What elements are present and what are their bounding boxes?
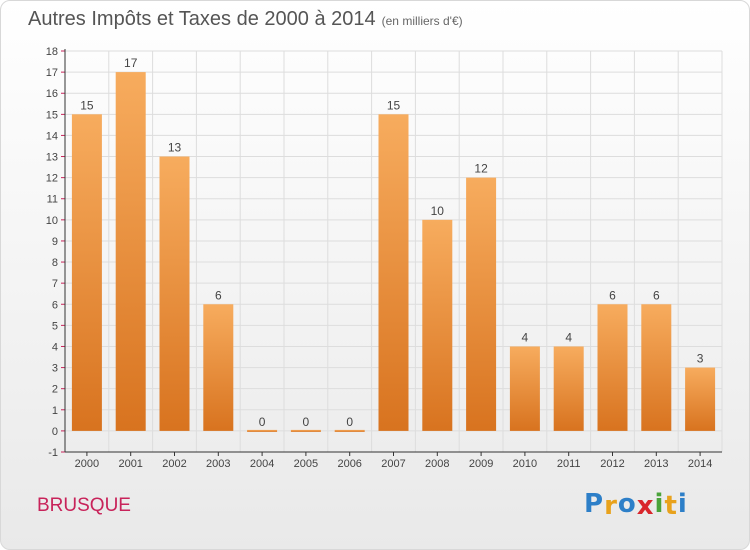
x-tick-label-2009: 2009 bbox=[469, 458, 493, 470]
bar-2007 bbox=[378, 114, 409, 431]
data-label-2005: 0 bbox=[303, 415, 310, 429]
bar-2001 bbox=[115, 72, 146, 431]
data-label-2009: 12 bbox=[474, 162, 488, 176]
bar-2013 bbox=[641, 304, 672, 431]
bar-2014 bbox=[685, 367, 716, 431]
x-tick-label-2013: 2013 bbox=[644, 458, 668, 470]
bar-2002 bbox=[159, 156, 190, 431]
bar-2009 bbox=[466, 177, 497, 431]
y-tick-label: 14 bbox=[46, 130, 58, 142]
y-tick-label: 7 bbox=[52, 278, 58, 290]
logo-letter: r bbox=[604, 491, 618, 521]
data-label-2004: 0 bbox=[259, 415, 266, 429]
y-tick-label: 0 bbox=[52, 426, 58, 438]
y-tick-label: 15 bbox=[46, 109, 58, 121]
data-label-2000: 15 bbox=[80, 98, 94, 112]
y-tick-label: 1 bbox=[52, 405, 58, 417]
y-tick-label: 8 bbox=[52, 257, 58, 269]
logo-letter: P bbox=[584, 489, 605, 519]
bar-2012 bbox=[597, 304, 628, 431]
y-tick-label: -1 bbox=[48, 447, 58, 459]
data-label-2013: 6 bbox=[653, 288, 660, 302]
bars bbox=[71, 72, 716, 432]
proxiti-logo[interactable]: Proxiti bbox=[584, 489, 688, 521]
data-label-2012: 6 bbox=[609, 288, 616, 302]
x-tick-label-2000: 2000 bbox=[75, 458, 99, 470]
axes bbox=[61, 49, 722, 456]
place-name: BRUSQUE bbox=[37, 495, 131, 516]
data-label-2006: 0 bbox=[346, 415, 353, 429]
bar-2008 bbox=[422, 219, 453, 431]
x-tick-label-2004: 2004 bbox=[250, 458, 274, 470]
logo-letter: o bbox=[617, 489, 637, 519]
bar-2000 bbox=[71, 114, 102, 431]
x-tick-label-2002: 2002 bbox=[162, 458, 186, 470]
data-label-2011: 4 bbox=[565, 330, 572, 344]
y-tick-label: 9 bbox=[52, 236, 58, 248]
y-tick-label: 3 bbox=[52, 363, 58, 375]
y-tick-label: 12 bbox=[46, 173, 58, 185]
bar-2005 bbox=[290, 429, 321, 432]
x-tick-label-2001: 2001 bbox=[118, 458, 142, 470]
y-tick-label: 11 bbox=[47, 194, 58, 206]
data-label-2008: 10 bbox=[431, 204, 445, 218]
y-tick-label: 2 bbox=[52, 384, 58, 396]
x-tick-label-2007: 2007 bbox=[381, 458, 405, 470]
x-tick-label-2010: 2010 bbox=[513, 458, 537, 470]
labels: -101234567891011121314151617181520001720… bbox=[46, 46, 713, 470]
bar-2004 bbox=[247, 429, 278, 432]
data-label-2003: 6 bbox=[215, 288, 222, 302]
chart-title-text: Autres Impôts et Taxes de 2000 à 2014 bbox=[28, 8, 376, 30]
y-tick-label: 6 bbox=[52, 299, 58, 311]
logo-letter: i bbox=[677, 489, 688, 519]
chart-title: Autres Impôts et Taxes de 2000 à 2014 (en… bbox=[28, 8, 463, 31]
logo-letter: x bbox=[636, 491, 655, 521]
logo-letter: t bbox=[664, 491, 678, 521]
data-label-2001: 17 bbox=[124, 56, 138, 70]
y-tick-label: 5 bbox=[52, 320, 58, 332]
x-tick-label-2014: 2014 bbox=[688, 458, 712, 470]
y-tick-label: 4 bbox=[52, 341, 58, 353]
data-label-2002: 13 bbox=[168, 141, 182, 155]
x-tick-label-2011: 2011 bbox=[557, 458, 581, 470]
y-tick-label: 18 bbox=[46, 46, 58, 58]
x-tick-label-2003: 2003 bbox=[206, 458, 230, 470]
data-label-2014: 3 bbox=[697, 352, 704, 366]
data-label-2010: 4 bbox=[522, 330, 529, 344]
y-tick-label: 13 bbox=[46, 152, 58, 164]
x-tick-label-2008: 2008 bbox=[425, 458, 449, 470]
bar-2010 bbox=[509, 346, 540, 431]
y-tick-label: 16 bbox=[46, 88, 58, 100]
logo-letter: i bbox=[654, 489, 665, 519]
y-tick-label: 17 bbox=[46, 67, 58, 79]
x-tick-label-2006: 2006 bbox=[337, 458, 361, 470]
data-label-2007: 15 bbox=[387, 98, 401, 112]
y-tick-label: 10 bbox=[46, 215, 58, 227]
bar-2003 bbox=[203, 304, 234, 431]
bar-2011 bbox=[553, 346, 584, 431]
bar-2006 bbox=[334, 429, 365, 432]
x-tick-label-2005: 2005 bbox=[294, 458, 318, 470]
chart-subtitle: (en milliers d'€) bbox=[381, 14, 463, 28]
x-tick-label-2012: 2012 bbox=[600, 458, 624, 470]
